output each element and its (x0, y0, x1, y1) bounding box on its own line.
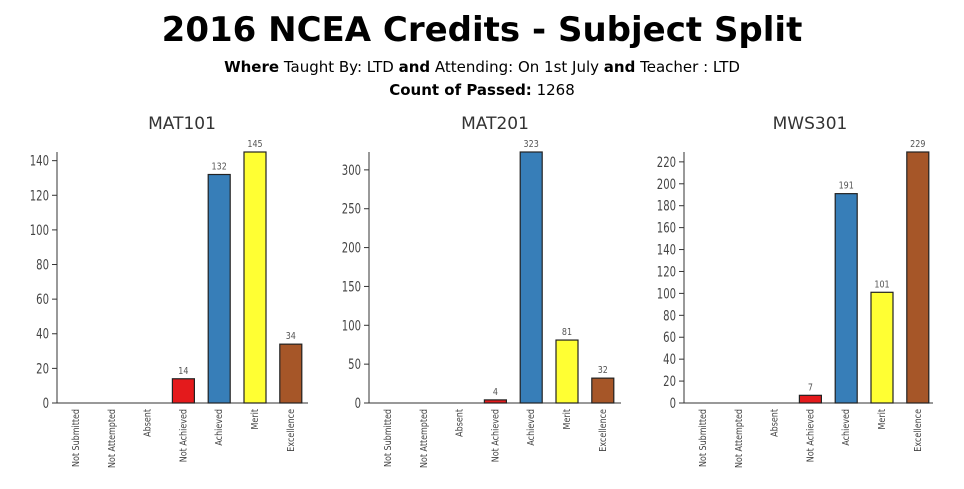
y-tick-label-mat101: 60 (36, 291, 49, 308)
y-tick-label-mat101: 20 (36, 360, 49, 377)
category-label-mws301-merit: Merit (877, 409, 888, 430)
y-tick-label-mws301: 180 (657, 197, 676, 214)
count-summary: Count of Passed: 1268 (0, 80, 964, 100)
y-tick-label-mat201: 100 (342, 317, 361, 334)
category-label-mat101-excellence: Excellence (286, 409, 297, 452)
y-tick-label-mat201: 250 (342, 200, 361, 217)
chart-title-mat201: MAT201 (461, 114, 529, 134)
where-label: Where (224, 58, 280, 76)
category-label-mat201-not-attempted: Not Attempted (419, 409, 430, 468)
category-label-mws301-absent: Absent (770, 409, 781, 437)
category-label-mat101-not-submitted: Not Submitted (71, 409, 82, 467)
y-tick-label-mat201: 200 (342, 239, 361, 256)
bar-mat101-not-achieved (171, 378, 195, 404)
y-tick-label-mat201: 300 (342, 162, 361, 179)
category-label-mws301-not-achieved: Not Achieved (806, 409, 817, 462)
bar-mat101-achieved (207, 173, 231, 404)
category-label-mat201-achieved: Achieved (526, 409, 537, 446)
y-tick-label-mat101: 120 (30, 187, 49, 204)
category-label-mat201-absent: Absent (455, 409, 466, 437)
bar-mws301-excellence (906, 151, 930, 404)
category-label-mat201-merit: Merit (562, 409, 573, 430)
category-label-mat101-merit: Merit (250, 409, 261, 430)
y-tick-label-mat201: 0 (355, 395, 361, 412)
data-label-mws301-excellence: 229 (910, 139, 925, 150)
y-tick-label-mws301: 140 (657, 241, 676, 258)
and-label-1: and (398, 58, 431, 76)
count-label: Count of Passed: (389, 81, 532, 99)
category-label-mat101-absent: Absent (143, 409, 154, 437)
count-value: 1268 (536, 81, 575, 99)
bar-mws301-not-achieved (798, 394, 823, 404)
category-label-mat101-not-attempted: Not Attempted (107, 409, 118, 468)
category-label-mws301-excellence: Excellence (913, 409, 924, 452)
data-label-mat101-achieved: 132 (212, 162, 227, 173)
category-label-mat201-not-achieved: Not Achieved (491, 409, 502, 462)
data-label-mws301-merit: 101 (874, 280, 889, 291)
y-tick-label-mws301: 0 (670, 395, 676, 412)
bar-mat101-excellence (279, 343, 303, 404)
data-label-mws301-achieved: 191 (839, 181, 854, 192)
bar-mat101-merit (243, 151, 267, 404)
chart-title-mws301: MWS301 (773, 114, 848, 134)
bar-mws301-merit (870, 291, 894, 404)
filter-summary: Where Taught By: LTD and Attending: On 1… (0, 57, 964, 77)
y-tick-label-mat101: 100 (30, 222, 49, 239)
y-tick-label-mws301: 220 (657, 154, 676, 171)
filter-taught-by: Taught By: LTD (283, 58, 394, 76)
category-label-mws301-not-submitted: Not Submitted (698, 409, 709, 467)
y-tick-label-mat101: 140 (30, 152, 49, 169)
filter-teacher: Teacher : LTD (640, 58, 740, 76)
chart-mat201: MAT201 0 50 100 150 200 250 300 Not Submitted Not… (342, 114, 621, 468)
chart-mws301: MWS301 0 20 40 60 80 100 120 140 160 180 200 220 Not … (657, 114, 933, 468)
bar-mat201-excellence (591, 377, 615, 404)
y-tick-label-mat101: 40 (36, 326, 49, 343)
data-label-mat201-excellence: 32 (598, 365, 608, 376)
category-label-mws301-achieved: Achieved (841, 409, 852, 446)
page-title: 2016 NCEA Credits - Subject Split (161, 10, 803, 50)
category-label-mat201-not-submitted: Not Submitted (383, 409, 394, 467)
category-label-mat101-achieved: Achieved (214, 409, 225, 446)
chart-title-mat101: MAT101 (148, 114, 216, 134)
category-label-mat101-not-achieved: Not Achieved (179, 409, 190, 462)
y-tick-label-mat101: 80 (36, 256, 49, 273)
y-tick-label-mat101: 0 (43, 395, 49, 412)
y-tick-label-mws301: 40 (663, 351, 676, 368)
data-label-mat201-achieved: 323 (524, 139, 539, 150)
y-tick-label-mat201: 50 (348, 356, 361, 373)
and-label-2: and (603, 58, 636, 76)
data-label-mat201-not-achieved: 4 (493, 387, 498, 398)
bar-mat201-merit (555, 339, 579, 404)
y-tick-label-mat201: 150 (342, 278, 361, 295)
category-label-mws301-not-attempted: Not Attempted (734, 409, 745, 468)
bar-mws301-achieved (834, 193, 858, 404)
y-tick-label-mws301: 120 (657, 263, 676, 280)
data-label-mat101-not-achieved: 14 (178, 366, 188, 377)
y-tick-label-mws301: 200 (657, 176, 676, 193)
y-tick-label-mws301: 60 (663, 329, 676, 346)
bar-mat201-not-achieved (483, 399, 507, 404)
y-tick-label-mws301: 100 (657, 285, 676, 302)
y-tick-label-mws301: 80 (663, 307, 676, 324)
bar-mat201-achieved (519, 151, 543, 404)
data-label-mat201-merit: 81 (562, 327, 572, 338)
chart-mat101: MAT101 0 20 40 60 80 100 120 140 Not Submitted Not… (30, 114, 308, 468)
data-label-mws301-not-achieved: 7 (808, 383, 813, 394)
filter-attending: Attending: On 1st July (434, 58, 600, 76)
y-tick-label-mws301: 20 (663, 373, 676, 390)
category-label-mat201-excellence: Excellence (598, 409, 609, 452)
data-label-mat101-merit: 145 (247, 139, 262, 150)
y-tick-label-mws301: 160 (657, 219, 676, 236)
data-label-mat101-excellence: 34 (286, 331, 296, 342)
